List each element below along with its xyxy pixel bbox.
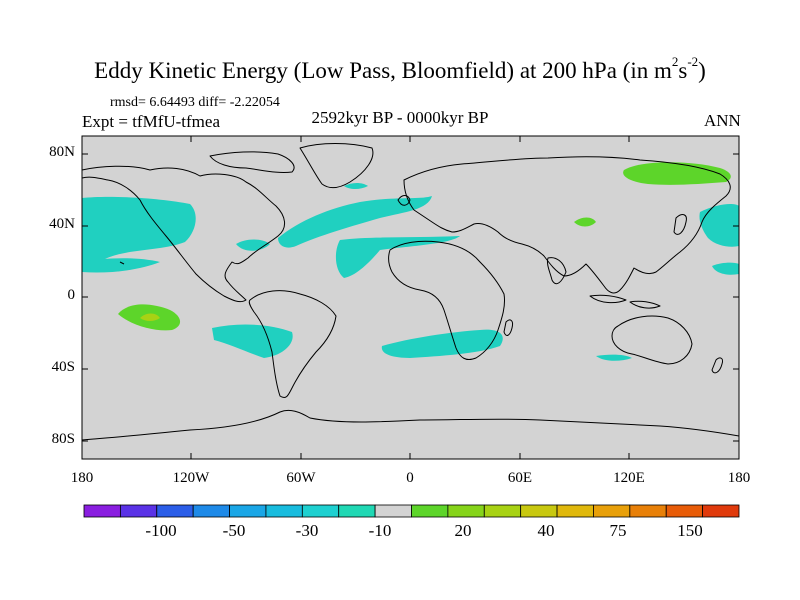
map-background: [82, 136, 739, 459]
shade-west-pacific: [699, 204, 739, 247]
shade-indian-ocean: [596, 354, 632, 361]
stats-label: rmsd= 6.64493 diff= -2.22054: [110, 95, 280, 110]
shade-atlantic-east: [335, 236, 460, 278]
colorbar-box: [447, 504, 485, 518]
anomaly-shading: [82, 162, 739, 361]
map-panel: [81, 135, 740, 460]
coast-australia: [611, 315, 693, 365]
coast-india: [547, 257, 567, 285]
shade-south-atlantic: [381, 329, 503, 358]
lon-label-180e: 180: [727, 470, 751, 486]
colorbar-box: [556, 504, 594, 518]
colorbar-box: [156, 504, 194, 518]
colorbar: [83, 504, 740, 518]
lat-label-40s: 40S: [51, 359, 75, 375]
lon-label-120e: 120E: [613, 470, 645, 486]
shade-central-asia: [574, 217, 596, 227]
lon-label-60e: 60E: [507, 470, 533, 486]
colorbar-box: [338, 504, 376, 518]
colorbar-box: [192, 504, 230, 518]
colorbar-box: [665, 504, 704, 518]
coast-japan: [673, 214, 687, 235]
colorbar-label: -100: [145, 521, 177, 540]
shade-south-pacific: [212, 324, 293, 358]
coast-eurasia: [403, 156, 731, 294]
colorbar-label: -50: [222, 521, 246, 540]
shade-north-atlantic: [278, 196, 432, 248]
coast-arctic-islands: [209, 151, 295, 173]
colorbar-box: [301, 504, 340, 518]
colorbar-box: [520, 504, 558, 518]
coast-indonesia: [589, 294, 661, 309]
colorbar-box: [265, 504, 303, 518]
season-label: ANN: [704, 111, 741, 130]
coast-south-america: [248, 290, 337, 399]
colorbar-box: [83, 504, 121, 518]
colorbar-box: [629, 504, 667, 518]
lat-label-80s: 80S: [51, 431, 75, 447]
coast-madagascar: [503, 319, 513, 336]
lon-label-120w: 120W: [172, 470, 210, 486]
colorbar-box: [483, 504, 522, 518]
colorbar-box: [374, 504, 412, 518]
colorbar-label: 75: [609, 521, 627, 540]
lat-label-0: 0: [67, 287, 76, 303]
colorbar-box: [702, 504, 740, 518]
coast-antarctica: [81, 409, 740, 441]
lat-label-80n: 80N: [49, 144, 75, 160]
axis-ticks: [82, 136, 739, 459]
shade-north-pacific: [82, 196, 196, 271]
shade-greenland-sea: [344, 183, 368, 189]
colorbar-label: -30: [295, 521, 319, 540]
lon-label-180w: 180: [70, 470, 94, 486]
coast-britain: [397, 195, 411, 206]
colorbar-box: [411, 504, 449, 518]
colorbar-label: 20: [454, 521, 472, 540]
period-label: 2592kyr BP - 0000kyr BP: [311, 108, 489, 127]
colorbar-box: [593, 504, 631, 518]
colorbar-box: [229, 504, 267, 518]
shade-siberia: [623, 162, 731, 185]
coast-new-zealand: [711, 357, 723, 374]
experiment-label: Expt = tfMfU-tfmea: [82, 112, 220, 131]
lat-label-40n: 40N: [49, 216, 75, 232]
shade-south-pacific-core: [140, 313, 160, 321]
colorbar-label: 150: [677, 521, 703, 540]
coast-north-america: [81, 165, 285, 303]
colorbar-label: 40: [537, 521, 555, 540]
shade-pacific-fringe: [82, 258, 160, 273]
coast-hawaii: [119, 261, 125, 265]
colorbar-label: -10: [368, 521, 392, 540]
coast-africa: [388, 240, 505, 361]
lon-label-0: 0: [406, 470, 414, 486]
lon-label-60w: 60W: [286, 470, 316, 486]
plot-title: Eddy Kinetic Energy (Low Pass, Bloomfiel…: [94, 54, 706, 83]
colorbar-box: [119, 504, 158, 518]
coast-greenland: [299, 143, 374, 189]
shade-west-pacific-south: [712, 262, 739, 275]
coastlines: [81, 143, 740, 441]
